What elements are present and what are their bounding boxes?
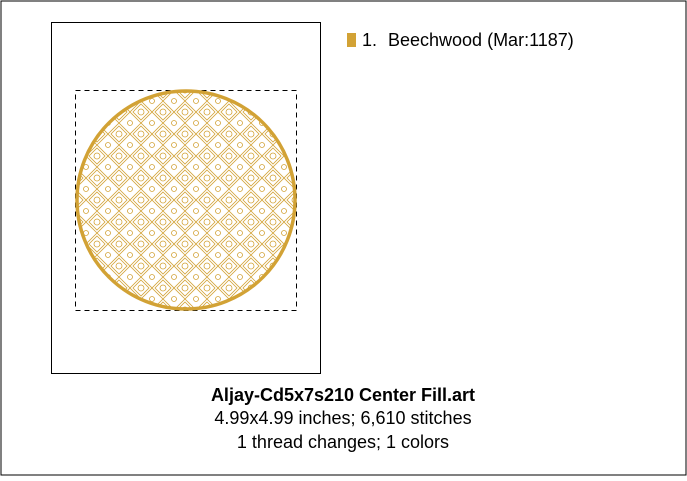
border-ring — [75, 89, 297, 311]
design-info: 4.99x4.99 inches; 6,610 stitches — [214, 408, 471, 428]
thread-swatch — [347, 33, 356, 47]
thread-name: Beechwood (Mar:1187) — [388, 30, 574, 50]
design-info: 1 thread changes; 1 colors — [237, 432, 449, 452]
design-title: Aljay-Cd5x7s210 Center Fill.art — [211, 385, 475, 405]
fill-pattern — [78, 92, 294, 308]
thread-number: 1. — [362, 30, 377, 50]
